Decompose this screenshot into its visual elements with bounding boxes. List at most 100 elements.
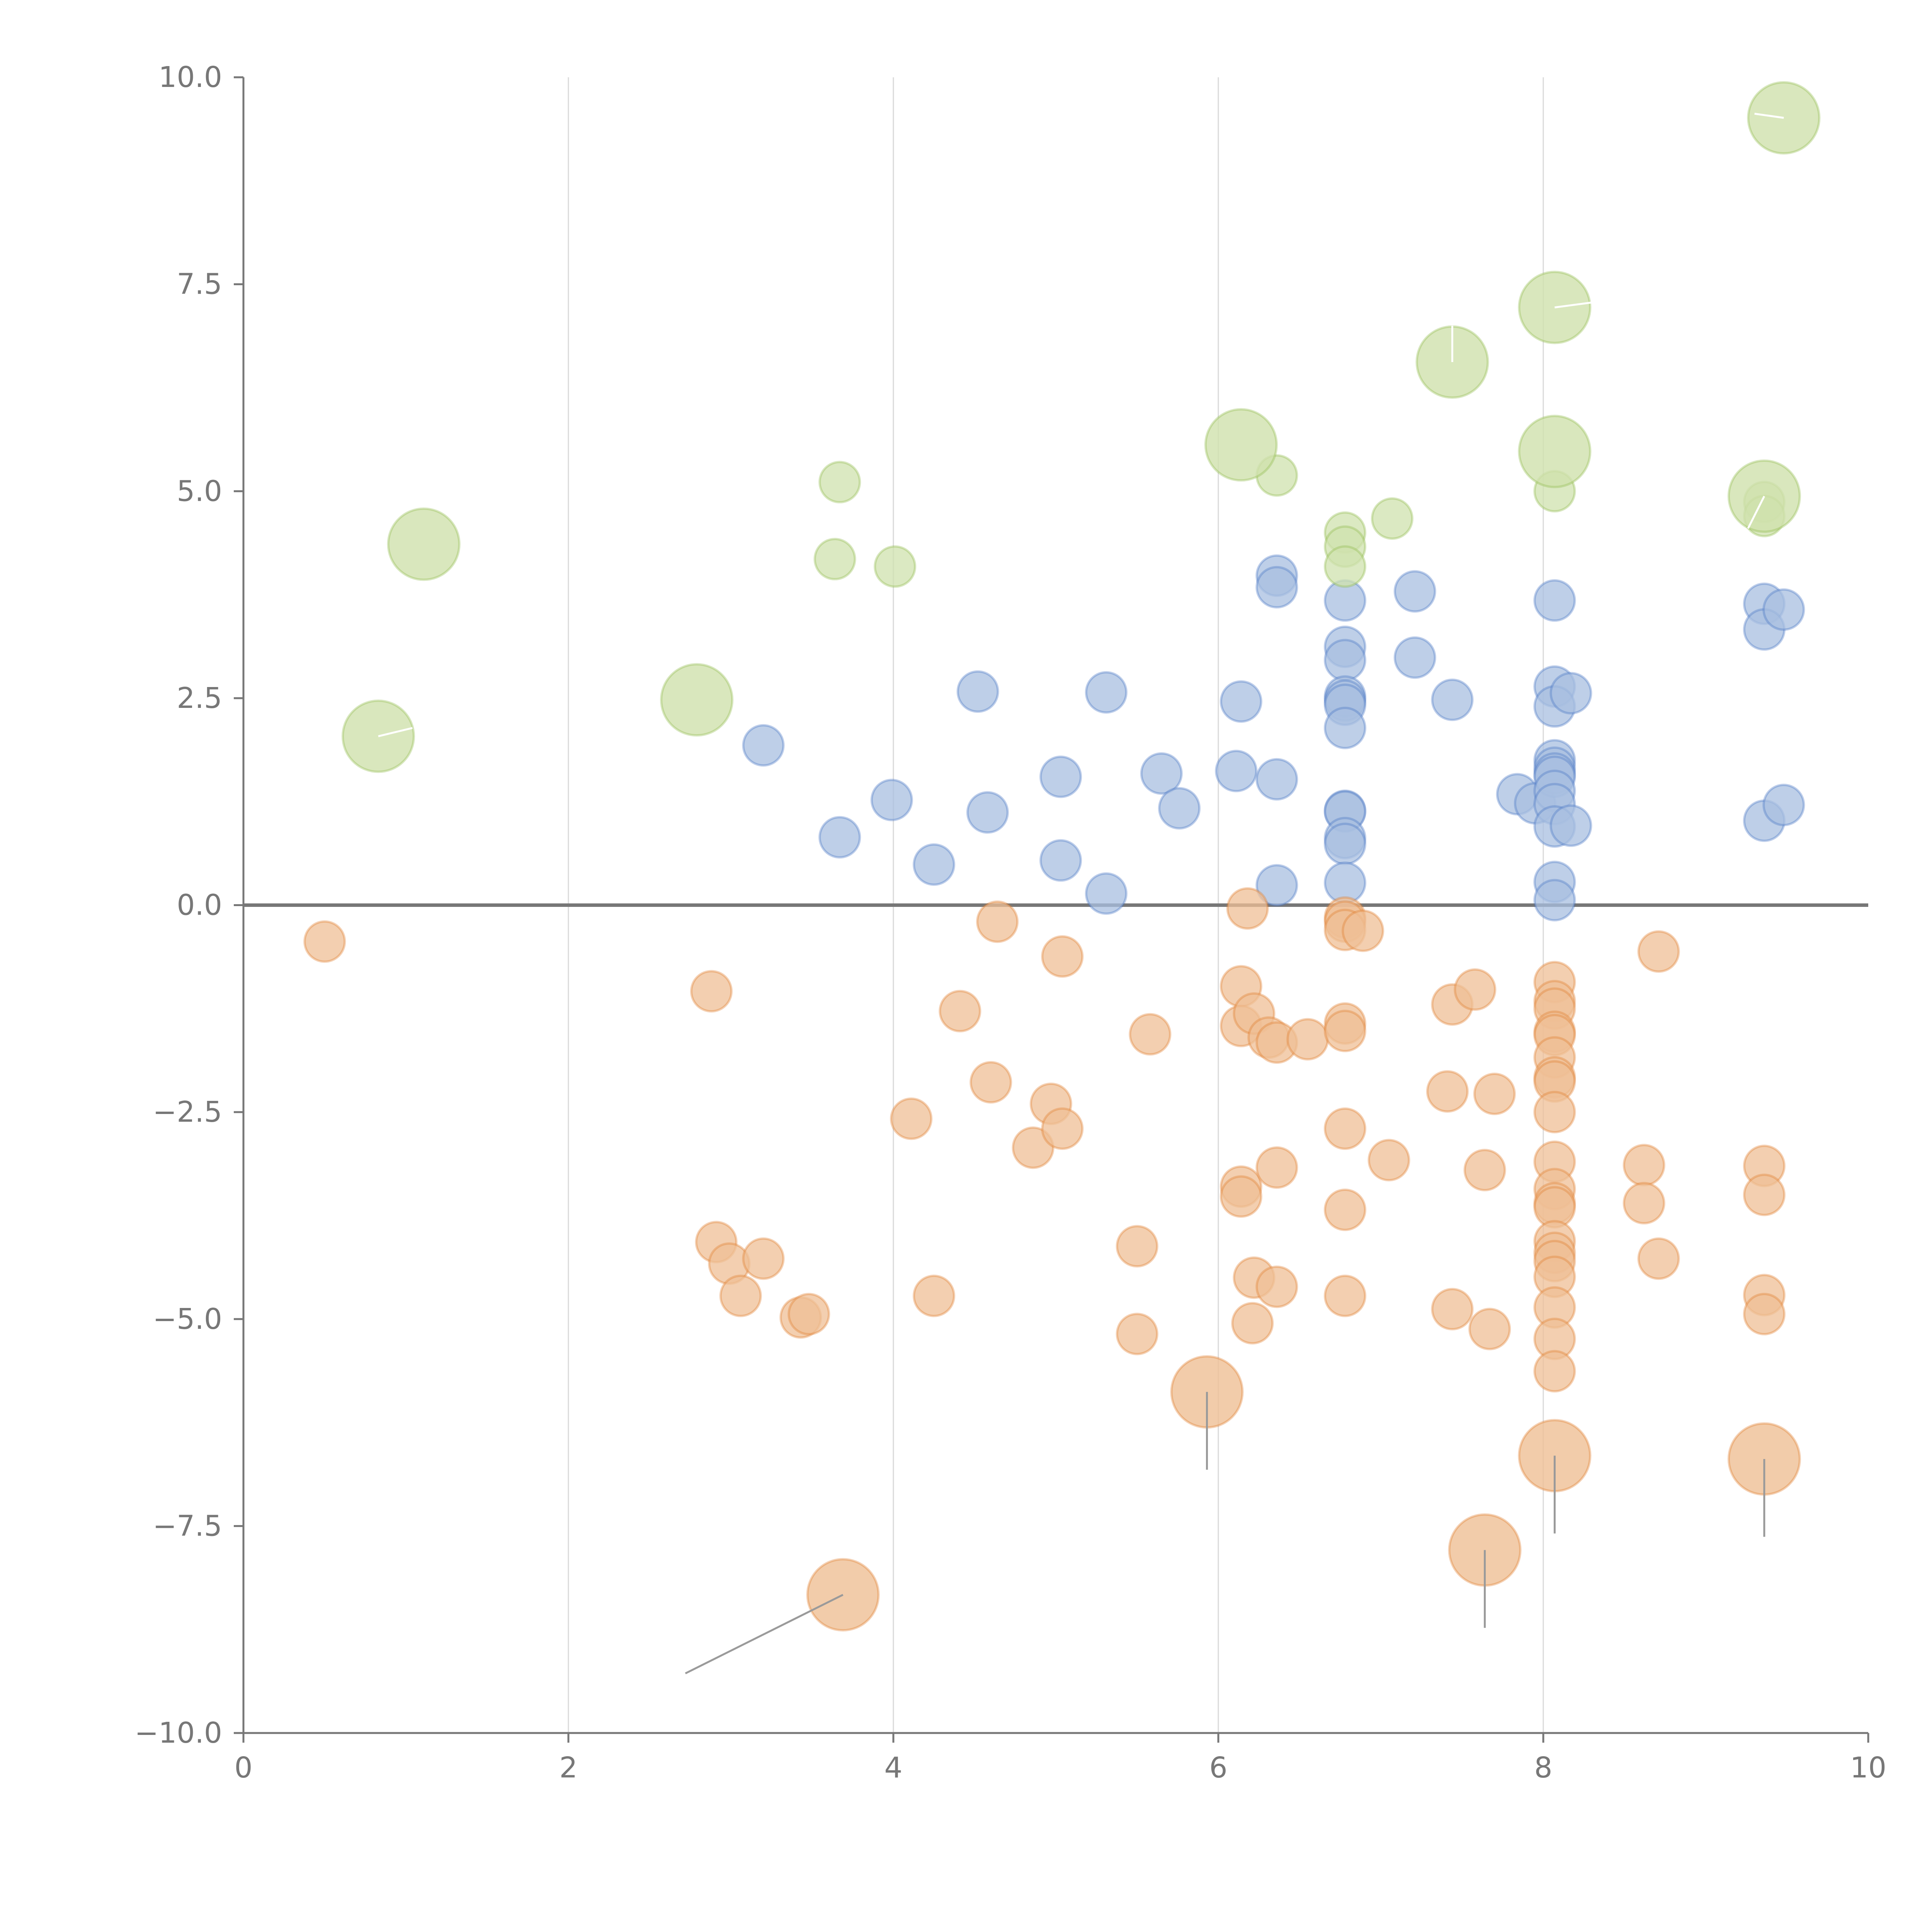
blue-point: [1140, 752, 1183, 795]
orange-point: [913, 1274, 956, 1317]
orange-point: [719, 1274, 762, 1317]
x-tick-label: 4: [884, 1751, 902, 1784]
y-tick-label: 0.0: [177, 889, 222, 922]
orange-point: [1231, 1302, 1274, 1345]
blue-point: [966, 791, 1009, 834]
orange-point: [1116, 1225, 1158, 1268]
y-tick-label: 2.5: [177, 682, 222, 715]
blue-point: [1762, 588, 1805, 631]
blue-point: [1255, 864, 1298, 907]
data-points: [303, 81, 1821, 1632]
orange-point: [1463, 1149, 1506, 1192]
y-tick-label: −2.5: [153, 1095, 222, 1129]
blue-point: [742, 724, 785, 767]
orange-point: [1473, 1072, 1516, 1115]
orange-point: [1533, 1350, 1576, 1393]
blue-point: [1533, 579, 1576, 622]
orange-point: [1116, 1313, 1158, 1355]
y-tick-label: −10.0: [134, 1716, 222, 1750]
orange-point: [1431, 1288, 1474, 1331]
orange-point: [787, 1293, 830, 1335]
y-tick-label: 10.0: [158, 61, 222, 94]
tick-labels: 10.0 7.5 5.0 2.5 0.0 −2.5 −5.0 −7.5 −10.0 0 2 4 6 8 10: [134, 61, 1886, 1784]
green-leader-line: [1554, 301, 1592, 309]
blue-point: [1431, 679, 1474, 721]
orange-point: [1342, 909, 1384, 952]
green-labeled-point: [1518, 415, 1592, 488]
orange-point: [690, 970, 733, 1013]
orange-point: [1255, 1265, 1298, 1308]
orange-point: [1286, 1018, 1329, 1061]
green-leader-line: [1747, 495, 1765, 529]
green-point: [874, 545, 917, 588]
orange-point: [1367, 1139, 1410, 1182]
blue-point: [1393, 636, 1436, 679]
orange-point: [1454, 968, 1497, 1011]
orange-point: [1129, 1013, 1172, 1056]
y-tick-label: 5.0: [177, 474, 222, 508]
blue-point: [1039, 839, 1082, 882]
y-tick-label: −5.0: [153, 1303, 222, 1336]
green-leader-line: [1754, 112, 1784, 119]
blue-point: [1255, 758, 1298, 801]
orange-point: [1041, 1107, 1084, 1150]
x-tick-label: 8: [1534, 1751, 1552, 1784]
orange-point: [1323, 1010, 1366, 1053]
orange-point: [1323, 1188, 1366, 1231]
orange-point: [1323, 1274, 1366, 1317]
orange-point: [1041, 935, 1084, 978]
orange-leader-line: [685, 1594, 844, 1674]
orange-point: [939, 990, 981, 1032]
blue-point: [1549, 672, 1592, 715]
orange-point: [1743, 1293, 1786, 1335]
blue-point: [956, 670, 999, 713]
green-point: [1323, 545, 1366, 588]
orange-point: [1468, 1308, 1511, 1350]
blue-point: [1762, 784, 1805, 827]
blue-point: [1255, 566, 1298, 609]
y-tick-label: −7.5: [153, 1509, 222, 1543]
axes: [234, 76, 1869, 1743]
green-labeled-point: [660, 663, 734, 737]
x-tick-label: 0: [234, 1751, 252, 1784]
green-labeled-point: [1204, 408, 1278, 482]
orange-point: [303, 920, 346, 963]
orange-point: [1637, 1237, 1680, 1280]
blue-point: [870, 779, 913, 821]
x-tick-label: 2: [559, 1751, 577, 1784]
leader-lines: [378, 112, 1784, 1674]
x-tick-label: 6: [1209, 1751, 1227, 1784]
orange-point: [1255, 1146, 1298, 1189]
blue-point: [1533, 879, 1576, 922]
orange-point: [742, 1237, 785, 1280]
green-point: [818, 461, 861, 503]
orange-point: [1622, 1144, 1665, 1187]
orange-point: [969, 1061, 1012, 1104]
blue-point: [1039, 755, 1082, 798]
orange-point: [1637, 930, 1680, 973]
orange-point: [976, 900, 1019, 943]
orange-point: [1323, 1107, 1366, 1150]
green-point: [813, 537, 856, 580]
blue-point: [1323, 707, 1366, 750]
orange-point: [1219, 1175, 1262, 1218]
green-labeled-point: [387, 507, 461, 581]
blue-point: [913, 843, 956, 886]
orange-point: [1622, 1182, 1665, 1225]
green-leader-line: [378, 727, 413, 737]
orange-point: [1533, 1091, 1576, 1134]
blue-point: [1323, 639, 1366, 682]
blue-point: [1219, 680, 1262, 723]
blue-point: [1393, 570, 1436, 613]
blue-point: [1549, 804, 1592, 847]
green-point: [1371, 497, 1413, 540]
orange-point: [1226, 887, 1269, 930]
x-tick-label: 10: [1850, 1751, 1886, 1784]
blue-point: [818, 816, 861, 859]
orange-point: [1426, 1070, 1469, 1113]
blue-point: [1085, 872, 1128, 915]
blue-point: [1323, 822, 1366, 865]
orange-point: [1012, 1126, 1054, 1169]
